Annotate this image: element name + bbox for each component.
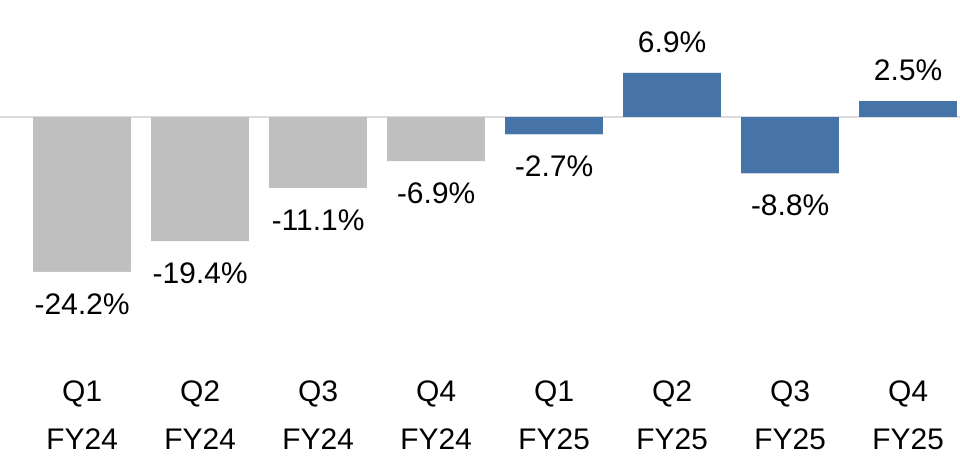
x-tick-label: Q4 FY24 bbox=[400, 375, 472, 456]
data-label: -19.4% bbox=[152, 257, 247, 290]
bar bbox=[741, 117, 839, 174]
plot: -24.2% -19.4% -11.1% -6.9% -2.7% 6.9% -8.8% 2.5… bbox=[0, 26, 960, 321]
data-label: -2.7% bbox=[515, 150, 593, 183]
x-tick-label: Q2 FY24 bbox=[164, 375, 236, 456]
bar bbox=[269, 117, 367, 189]
x-tick-label: Q1 FY25 bbox=[518, 375, 590, 456]
data-label: 2.5% bbox=[874, 54, 942, 87]
bar bbox=[151, 117, 249, 242]
data-label: 6.9% bbox=[638, 26, 706, 59]
data-label: -6.9% bbox=[397, 177, 475, 210]
bar bbox=[859, 101, 957, 117]
x-tick-label: Q3 FY25 bbox=[754, 375, 826, 456]
x-tick-label: Q2 FY25 bbox=[636, 375, 708, 456]
bar bbox=[387, 117, 485, 162]
bar bbox=[505, 117, 603, 135]
x-tick-label: Q4 FY25 bbox=[872, 375, 944, 456]
bar bbox=[33, 117, 131, 272]
data-label: -24.2% bbox=[34, 288, 129, 321]
data-label: -11.1% bbox=[272, 204, 365, 237]
bar bbox=[623, 72, 721, 117]
x-tick-label: Q3 FY24 bbox=[282, 375, 354, 456]
x-tick-label: Q1 FY24 bbox=[46, 375, 118, 456]
data-label: -8.8% bbox=[751, 189, 829, 222]
